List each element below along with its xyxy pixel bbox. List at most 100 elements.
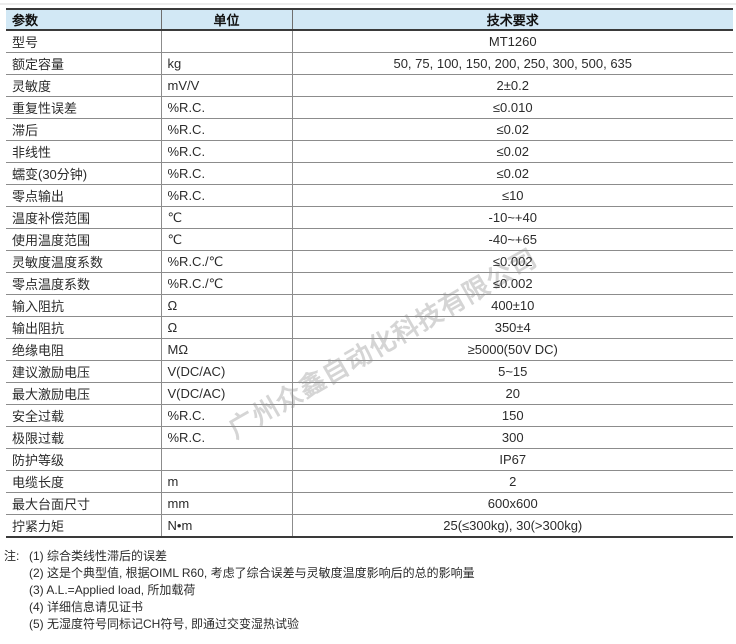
- unit-cell: N•m: [161, 514, 293, 538]
- parameter-cell: 重复性误差: [6, 96, 162, 119]
- table-row: 型号 MT1260: [6, 30, 733, 53]
- requirement-cell: 350±4: [292, 316, 733, 339]
- requirement-cell: 25(≤300kg), 30(>300kg): [292, 514, 733, 538]
- requirement-cell: 300: [292, 426, 733, 449]
- table-row: 电缆长度 m 2: [6, 470, 733, 493]
- note-line: (2) 这是个典型值, 根据OIML R60, 考虑了综合误差与灵敏度温度影响后…: [29, 566, 475, 580]
- note-line: (4) 详细信息请见证书: [29, 600, 144, 614]
- table-row: 输入阻抗 Ω 400±10: [6, 294, 733, 317]
- parameter-cell: 使用温度范围: [6, 228, 162, 251]
- unit-cell: %R.C.: [161, 118, 293, 141]
- requirement-cell: ≤0.02: [292, 162, 733, 185]
- requirement-cell: 150: [292, 404, 733, 427]
- requirement-cell: 400±10: [292, 294, 733, 317]
- note-line: (5) 无湿度符号同标记CH符号, 即通过交变湿热试验: [29, 617, 300, 631]
- unit-cell: mm: [161, 492, 293, 515]
- unit-cell: V(DC/AC): [161, 360, 293, 383]
- note-line: (3) A.L.=Applied load, 所加载荷: [29, 583, 196, 597]
- unit-cell: ℃: [161, 206, 293, 229]
- requirement-cell: ≤0.002: [292, 272, 733, 295]
- parameter-cell: 灵敏度: [6, 74, 162, 97]
- table-row: 使用温度范围 ℃ -40~+65: [6, 228, 733, 251]
- table-row: 最大激励电压 V(DC/AC) 20: [6, 382, 733, 405]
- unit-cell: MΩ: [161, 338, 293, 361]
- requirement-cell: 600x600: [292, 492, 733, 515]
- table-row: 极限过载 %R.C. 300: [6, 426, 733, 449]
- unit-cell: %R.C.: [161, 162, 293, 185]
- parameter-cell: 建议激励电压: [6, 360, 162, 383]
- parameter-cell: 非线性: [6, 140, 162, 163]
- parameter-cell: 极限过载: [6, 426, 162, 449]
- spec-table: 参数 单位 技术要求 型号 MT1260 额定容量 kg 50, 75, 100, 15…: [6, 8, 733, 538]
- table-row: 额定容量 kg 50, 75, 100, 150, 200, 250, 300, 5…: [6, 52, 733, 75]
- scan-artifact-line: [0, 3, 736, 5]
- unit-cell: [161, 448, 293, 471]
- requirement-cell: ≤0.010: [292, 96, 733, 119]
- parameter-cell: 安全过载: [6, 404, 162, 427]
- table-row: 重复性误差 %R.C. ≤0.010: [6, 96, 733, 119]
- parameter-cell: 输出阻抗: [6, 316, 162, 339]
- table-row: 零点温度系数 %R.C./℃ ≤0.002: [6, 272, 733, 295]
- parameter-cell: 防护等级: [6, 448, 162, 471]
- parameter-cell: 最大激励电压: [6, 382, 162, 405]
- parameter-cell: 绝缘电阻: [6, 338, 162, 361]
- parameter-cell: 温度补偿范围: [6, 206, 162, 229]
- requirement-cell: 5~15: [292, 360, 733, 383]
- requirement-cell: ≤0.02: [292, 118, 733, 141]
- header-cell-requirement: 技术要求: [292, 8, 733, 31]
- unit-cell: %R.C.: [161, 96, 293, 119]
- table-row: 滞后 %R.C. ≤0.02: [6, 118, 733, 141]
- parameter-cell: 零点温度系数: [6, 272, 162, 295]
- requirement-cell: 2: [292, 470, 733, 493]
- unit-cell: m: [161, 470, 293, 493]
- requirement-cell: -40~+65: [292, 228, 733, 251]
- requirement-cell: ≥5000(50V DC): [292, 338, 733, 361]
- unit-cell: %R.C.: [161, 184, 293, 207]
- requirement-cell: 50, 75, 100, 150, 200, 250, 300, 500, 63…: [292, 52, 733, 75]
- table-row: 安全过载 %R.C. 150: [6, 404, 733, 427]
- table-row: 绝缘电阻 MΩ ≥5000(50V DC): [6, 338, 733, 361]
- table-row: 输出阻抗 Ω 350±4: [6, 316, 733, 339]
- table-row: 灵敏度温度系数 %R.C./℃ ≤0.002: [6, 250, 733, 273]
- unit-cell: %R.C.: [161, 426, 293, 449]
- requirement-cell: -10~+40: [292, 206, 733, 229]
- unit-cell: %R.C.: [161, 140, 293, 163]
- unit-cell: mV/V: [161, 74, 293, 97]
- requirement-cell: ≤0.002: [292, 250, 733, 273]
- parameter-cell: 零点输出: [6, 184, 162, 207]
- table-row: 最大台面尺寸 mm 600x600: [6, 492, 733, 515]
- table-row: 防护等级 IP67: [6, 448, 733, 471]
- table-row: 灵敏度 mV/V 2±0.2: [6, 74, 733, 97]
- parameter-cell: 输入阻抗: [6, 294, 162, 317]
- parameter-cell: 最大台面尺寸: [6, 492, 162, 515]
- notes-block: 注: (1) 综合类线性滞后的误差 (2) 这是个典型值, 根据OIML R60,…: [4, 548, 732, 633]
- header-cell-unit: 单位: [161, 8, 293, 31]
- notes-label: 注:: [4, 549, 20, 563]
- requirement-cell: 20: [292, 382, 733, 405]
- parameter-cell: 电缆长度: [6, 470, 162, 493]
- unit-cell: Ω: [161, 316, 293, 339]
- unit-cell: V(DC/AC): [161, 382, 293, 405]
- unit-cell: %R.C./℃: [161, 272, 293, 295]
- note-line: (1) 综合类线性滞后的误差: [29, 549, 168, 563]
- unit-cell: %R.C./℃: [161, 250, 293, 273]
- unit-cell: kg: [161, 52, 293, 75]
- parameter-cell: 蠕变(30分钟): [6, 162, 162, 185]
- table-header-row: 参数 单位 技术要求: [6, 8, 733, 31]
- table-row: 蠕变(30分钟) %R.C. ≤0.02: [6, 162, 733, 185]
- unit-cell: [161, 30, 293, 53]
- unit-cell: %R.C.: [161, 404, 293, 427]
- table-row: 建议激励电压 V(DC/AC) 5~15: [6, 360, 733, 383]
- table-row: 温度补偿范围 ℃ -10~+40: [6, 206, 733, 229]
- parameter-cell: 滞后: [6, 118, 162, 141]
- unit-cell: Ω: [161, 294, 293, 317]
- requirement-cell: ≤0.02: [292, 140, 733, 163]
- requirement-cell: 2±0.2: [292, 74, 733, 97]
- table-row: 非线性 %R.C. ≤0.02: [6, 140, 733, 163]
- requirement-cell: MT1260: [292, 30, 733, 53]
- parameter-cell: 型号: [6, 30, 162, 53]
- parameter-cell: 灵敏度温度系数: [6, 250, 162, 273]
- table-row: 零点输出 %R.C. ≤10: [6, 184, 733, 207]
- unit-cell: ℃: [161, 228, 293, 251]
